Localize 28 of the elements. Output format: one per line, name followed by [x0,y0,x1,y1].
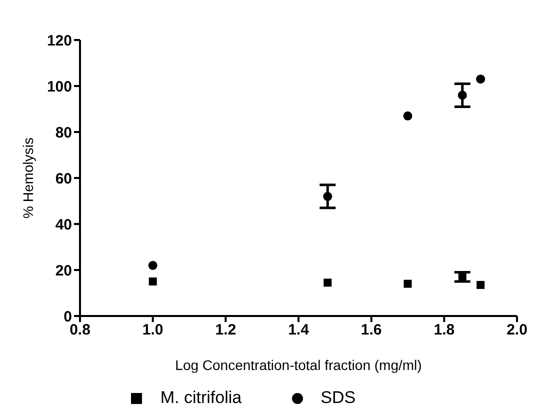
point [148,278,157,286]
x-tick-label: 1.0 [142,322,164,339]
x-tick-label: 1.2 [215,322,236,339]
y-tick-label: 80 [55,124,72,142]
y-tick-label: 40 [55,216,72,234]
point [458,272,466,281]
y-tick-label: 0 [64,308,72,326]
y-tick-label: 20 [55,262,72,280]
y-axis-title: % Hemolysis [20,138,36,218]
point [324,278,332,287]
y-tick-label: 120 [46,32,72,50]
point [148,260,158,270]
x-tick-label: 1.6 [360,322,382,339]
point [458,90,467,100]
legend-label: M. citrifolia [160,388,242,407]
x-tick-label: 2.0 [506,322,528,339]
y-tick-label: 60 [55,170,72,188]
point [404,280,412,288]
y-tick-label: 100 [46,78,72,96]
x-tick-label: 1.4 [288,322,310,339]
point [323,192,332,201]
point [476,74,486,84]
x-axis-title: Log Concentration-total fraction (mg/ml) [175,357,422,373]
x-tick-label: 0.8 [70,322,90,339]
legend-label: SDS [320,388,356,407]
x-tick-label: 1.8 [434,322,455,339]
point [476,280,485,289]
point [403,111,412,120]
